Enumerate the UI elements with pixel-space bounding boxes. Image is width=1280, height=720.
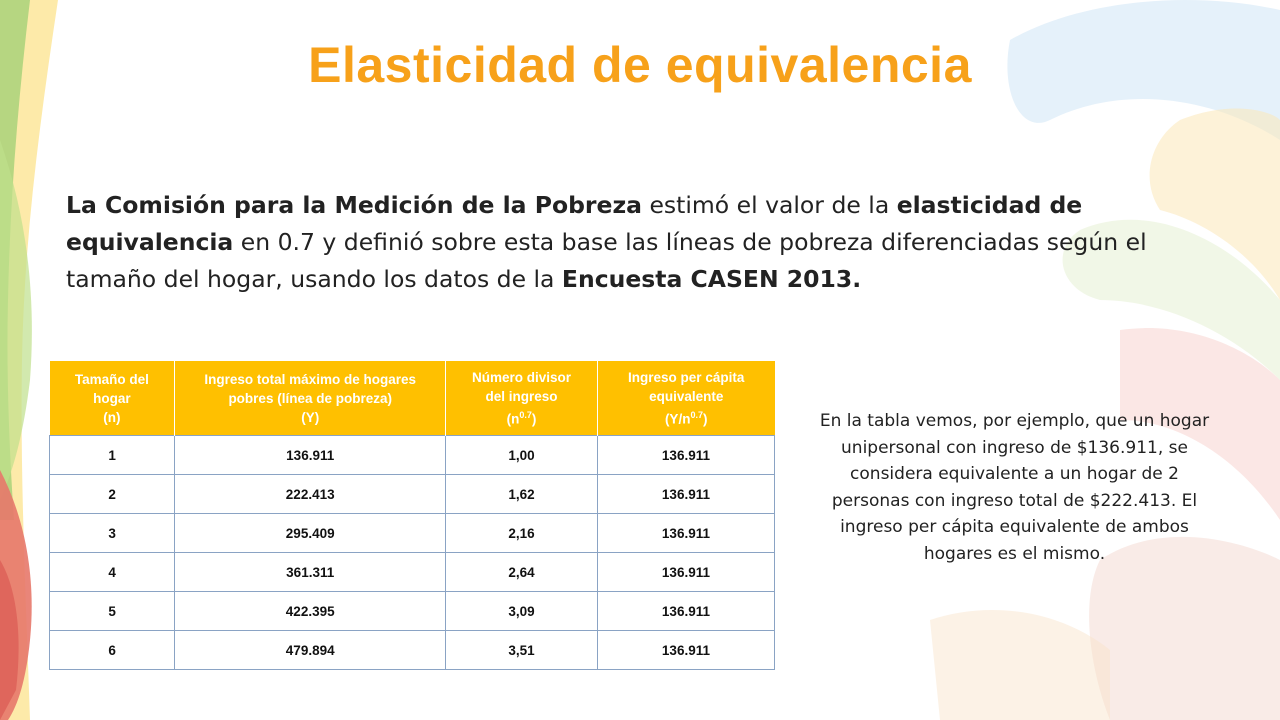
cell-total-income: 422.395: [174, 591, 447, 631]
header-per-capita-income: Ingreso per cápita equivalente (Y/n0.7): [596, 361, 775, 436]
poverty-lines-table: Tamaño del hogar (n) Ingreso total máximo …: [48, 361, 776, 670]
table-header-row: Tamaño del hogar (n) Ingreso total máximo …: [49, 361, 775, 436]
table-row: 4 361.311 2,64 136.911: [48, 552, 776, 592]
cell-divisor: 1,62: [445, 474, 598, 514]
explanation-note: En la tabla vemos, por ejemplo, que un h…: [819, 411, 1210, 564]
cell-total-income: 295.409: [174, 513, 447, 553]
cell-per-capita-income: 136.911: [596, 513, 776, 553]
cell-household-size: 6: [48, 630, 176, 670]
cell-divisor: 2,16: [445, 513, 598, 553]
cell-divisor: 3,51: [445, 630, 598, 670]
cell-per-capita-income: 136.911: [596, 630, 776, 670]
cell-per-capita-income: 136.911: [596, 591, 776, 631]
table-row: 1 136.911 1,00 136.911: [48, 435, 776, 475]
cell-divisor: 3,09: [445, 591, 598, 631]
intro-elasticity-term: elasticidad de equivalencia: [66, 190, 1083, 256]
intro-text-1: estimó el valor de la: [641, 190, 897, 219]
table-row: 6 479.894 3,51 136.911: [48, 630, 776, 670]
cell-household-size: 3: [48, 513, 176, 553]
table-row: 5 422.395 3,09 136.911: [48, 591, 776, 631]
header-household-size: Tamaño del hogar (n): [49, 361, 175, 436]
cell-total-income: 222.413: [174, 474, 447, 514]
cell-total-income: 361.311: [174, 552, 447, 592]
slide-title: Elasticidad de equivalencia: [308, 37, 972, 93]
intro-survey-name: Encuesta CASEN 2013.: [561, 264, 862, 293]
table-row: 2 222.413 1,62 136.911: [48, 474, 776, 514]
cell-divisor: 2,64: [445, 552, 598, 592]
cell-per-capita-income: 136.911: [596, 474, 776, 514]
table-row: 3 295.409 2,16 136.911: [48, 513, 776, 553]
cell-divisor: 1,00: [445, 435, 598, 475]
cell-household-size: 1: [48, 435, 176, 475]
cell-household-size: 4: [48, 552, 176, 592]
cell-total-income: 136.911: [174, 435, 447, 475]
cell-total-income: 479.894: [174, 630, 447, 670]
header-total-income: Ingreso total máximo de hogares pobres (l…: [174, 361, 446, 436]
cell-household-size: 2: [48, 474, 176, 514]
cell-per-capita-income: 136.911: [596, 435, 776, 475]
header-divisor: Número divisor del ingreso (n0.7): [445, 361, 598, 436]
cell-household-size: 5: [48, 591, 176, 631]
intro-commission-name: La Comisión para la Medición de la Pobre…: [66, 190, 642, 219]
cell-per-capita-income: 136.911: [596, 552, 776, 592]
intro-paragraph: La Comisión para la Medición de la Pobre…: [66, 187, 1216, 298]
intro-text-2: en 0.7 y definió sobre esta base las lín…: [66, 227, 1147, 293]
